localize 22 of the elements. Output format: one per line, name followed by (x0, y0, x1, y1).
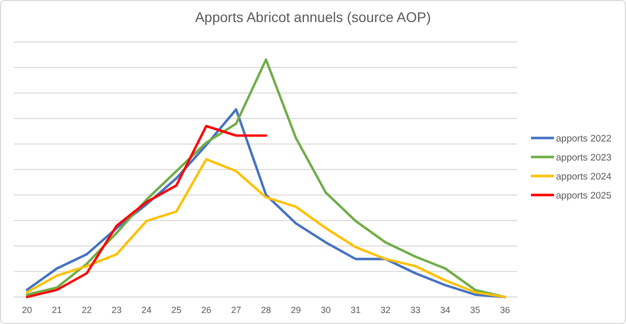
x-tick-label: 27 (231, 305, 242, 315)
x-tick-label: 35 (470, 305, 480, 315)
x-tick-label: 31 (350, 305, 361, 315)
x-tick-label: 29 (290, 305, 301, 315)
legend-label: apports 2024 (556, 172, 612, 182)
x-tick-label: 22 (82, 305, 92, 315)
x-tick-label: 34 (440, 305, 450, 315)
x-tick-label: 30 (320, 305, 331, 315)
x-tick-label: 33 (410, 305, 420, 315)
x-tick-label: 26 (201, 305, 212, 315)
x-tick-label: 20 (22, 305, 32, 315)
x-tick-label: 32 (380, 305, 391, 315)
legend-label: apports 2022 (556, 134, 612, 144)
chart-title: Apports Abricot annuels (source AOP) (195, 9, 431, 25)
x-tick-label: 25 (171, 305, 182, 315)
legend-label: apports 2025 (556, 190, 612, 202)
x-tick-label: 36 (500, 305, 510, 315)
legend-label: apports 2023 (556, 152, 612, 164)
x-tick-label: 24 (141, 305, 152, 315)
x-tick-label: 28 (260, 305, 272, 315)
x-tick-label: 23 (112, 305, 122, 315)
x-tick-label: 21 (52, 305, 62, 315)
